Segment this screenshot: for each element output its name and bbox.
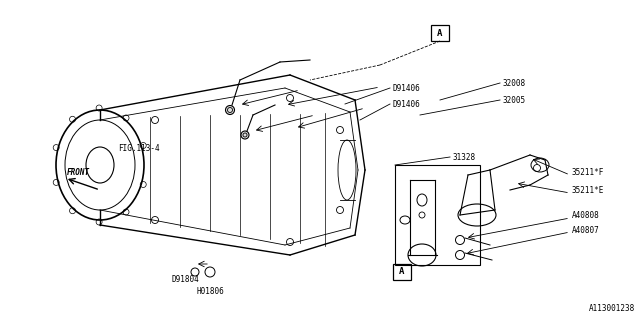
Text: A40807: A40807 (572, 226, 600, 235)
Text: FIG.113-4: FIG.113-4 (118, 143, 159, 153)
Text: A: A (437, 28, 443, 37)
Text: D91804: D91804 (171, 276, 199, 284)
Ellipse shape (241, 131, 249, 139)
Text: A113001238: A113001238 (589, 304, 635, 313)
Text: 32008: 32008 (502, 78, 525, 87)
Text: 35211*F: 35211*F (572, 167, 604, 177)
Text: A: A (399, 268, 404, 276)
Text: D91406: D91406 (392, 84, 420, 92)
Bar (395, 165, 480, 265)
Text: FRONT: FRONT (67, 167, 90, 177)
Text: H01806: H01806 (196, 287, 224, 297)
Text: A40808: A40808 (572, 211, 600, 220)
Bar (393, 264, 411, 280)
Bar (431, 25, 449, 41)
Text: 31328: 31328 (452, 153, 475, 162)
Text: 32005: 32005 (502, 95, 525, 105)
Ellipse shape (225, 106, 234, 115)
Text: D91406: D91406 (392, 100, 420, 108)
Text: 35211*E: 35211*E (572, 186, 604, 195)
